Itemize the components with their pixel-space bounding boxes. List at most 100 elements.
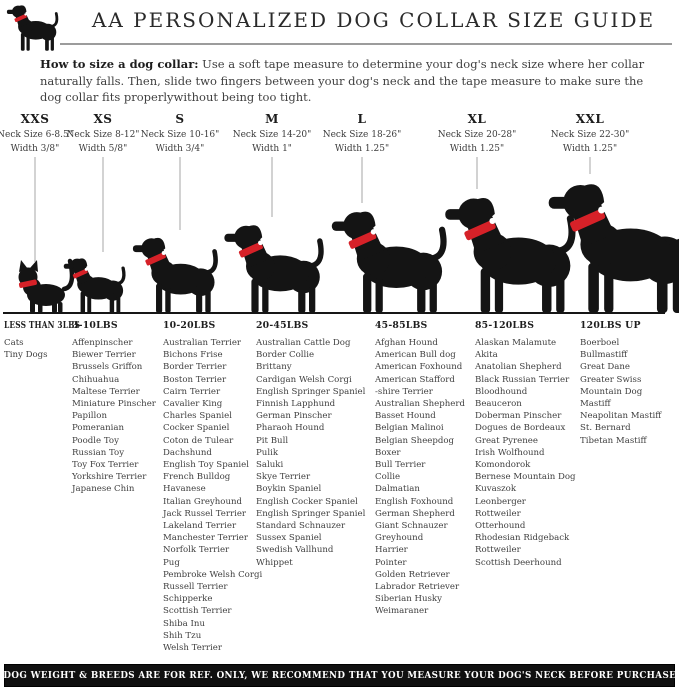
breed-item: Papillon: [72, 411, 107, 422]
breed-item: English Springer Spaniel: [256, 386, 366, 397]
breed-item: Saluki: [256, 460, 284, 471]
size-label: XL: [467, 112, 487, 126]
breed-item: Coton de Tulear: [163, 435, 234, 446]
brand-dog-logo-icon: [6, 3, 59, 52]
weight-group-label: 120LBS UP: [580, 320, 641, 331]
breed-item: Great Pyrenee: [475, 435, 538, 446]
weight-group-label: 45-85LBS: [375, 320, 428, 331]
size-column: XXL Neck Size 22-30" Width 1.25": [535, 112, 645, 154]
breed-item: Siberian Husky: [375, 594, 442, 605]
breed-item: Mastiff: [580, 399, 611, 410]
breed-item: Bull Terrier: [375, 460, 426, 471]
breed-item: Cardigan Welsh Corgi: [256, 374, 352, 385]
breed-item: Pomeranian: [72, 423, 125, 434]
breed-item: Miniature Pinscher: [72, 399, 156, 410]
size-label: XXL: [575, 112, 605, 126]
breed-column-3-10lbs: 3-10LBS Affenpinscher Biewer Terrier Bruss…: [72, 320, 160, 496]
size-column: S Neck Size 10-16" Width 3/4": [125, 112, 235, 154]
size-column: L Neck Size 18-26" Width 1.25": [307, 112, 417, 154]
size-neck-range: Neck Size 18-26": [322, 130, 402, 140]
breed-item: Skye Terrier: [256, 472, 311, 483]
breed-item: American Bull dog: [375, 350, 456, 361]
breed-item: Shih Tzu: [163, 630, 202, 641]
breed-item: Tibetan Mastiff: [580, 435, 647, 446]
breed-item: Standard Schnauzer: [256, 521, 346, 532]
breed-item: Doberman Pinscher: [475, 411, 562, 422]
breed-item: Yorkshire Terrier: [72, 472, 147, 483]
breed-item: Afghan Hound: [375, 338, 438, 348]
breed-item: Neapolitan Mastiff: [580, 411, 662, 422]
size-label: S: [175, 112, 185, 126]
breed-item: Border Terrier: [163, 362, 227, 373]
disclaimer-text: DOG WEIGHT & BREEDS ARE FOR REF. ONLY, W…: [3, 670, 676, 681]
breed-lists: LESS THAN 3LBS Cats Tiny Dogs 3-10LBS Aff…: [0, 320, 679, 660]
breed-item: English Springer Spaniel: [256, 508, 366, 519]
size-column: XS Neck Size 8-12" Width 5/8": [48, 112, 158, 154]
breed-item: St. Bernard: [580, 423, 631, 434]
weight-group-label: 10-20LBS: [163, 320, 216, 331]
breed-item: Irish Wolfhound: [475, 447, 545, 458]
size-collar-width: Width 1.25": [562, 144, 618, 154]
breed-item: Scottish Terrier: [163, 606, 232, 617]
breed-item: Brittany: [256, 362, 292, 373]
size-collar-width: Width 1.25": [449, 144, 505, 154]
size-collar-width: Width 1": [252, 144, 292, 154]
breed-item: Mountain Dog: [580, 386, 643, 397]
breed-item: Otterhound: [475, 521, 526, 532]
breed-item: Cocker Spaniel: [163, 423, 230, 434]
breed-item: Dogues de Bordeaux: [475, 423, 566, 434]
weight-group-label: 20-45LBS: [256, 320, 309, 331]
breed-item: Tiny Dogs: [4, 350, 48, 361]
size-neck-range: Neck Size 8-12": [66, 130, 140, 140]
breed-item: Labrador Retriever: [375, 582, 460, 593]
breed-item: Golden Retriever: [375, 569, 450, 580]
size-neck-range: Neck Size 10-16": [140, 130, 220, 140]
breed-item: Boxer: [375, 447, 401, 458]
breed-item: Bullmastiff: [580, 350, 628, 361]
breed-item: Whippet: [256, 557, 293, 568]
breed-item: Italian Greyhound: [163, 496, 243, 507]
breed-item: Harrier: [375, 545, 408, 556]
breed-item: Affenpinscher: [72, 338, 133, 348]
dog-silhouette-s: [133, 238, 216, 313]
breed-column-85-120lbs: 85-120LBS Alaskan Malamute Akita Anatolian…: [475, 320, 579, 569]
size-neck-range: Neck Size 22-30": [550, 130, 630, 140]
breed-column-45-85lbs: 45-85LBS Afghan Hound American Bull dog Am…: [375, 320, 474, 618]
breed-item: Pointer: [375, 557, 407, 568]
dog-size-diagram: [3, 157, 679, 318]
title-divider: [60, 43, 672, 45]
breed-item: Great Dane: [580, 362, 631, 373]
breed-column-20-45lbs: 20-45LBS Australian Cattle Dog Border Col…: [256, 320, 372, 569]
dog-silhouette-l: [332, 212, 444, 313]
breed-item: Boston Terrier: [163, 374, 227, 385]
breed-item: English Foxhound: [375, 496, 454, 507]
breed-item: Alaskan Malamute: [475, 338, 557, 348]
size-neck-range: Neck Size 6-8.5": [0, 130, 73, 140]
breed-item: Cats: [4, 338, 24, 348]
sizing-instructions-lead: How to size a dog collar:: [40, 57, 199, 71]
breed-item: Russell Terrier: [163, 582, 228, 593]
breed-item: Pembroke Welsh Corgi: [163, 569, 263, 580]
size-column: XXS Neck Size 6-8.5" Width 3/8": [0, 112, 90, 154]
breed-item: Kuvaszok: [475, 484, 517, 495]
breed-item: American Foxhound: [375, 362, 463, 373]
breed-item: Greyhound: [375, 533, 424, 544]
breed-item: Leonberger: [475, 496, 526, 507]
weight-group-label: 85-120LBS: [475, 320, 535, 331]
dog-silhouette-xs: [62, 256, 126, 315]
breed-item: Chihuahua: [72, 374, 120, 385]
breed-item: Akita: [475, 350, 498, 361]
breed-item: Black Russian Terrier: [475, 374, 570, 385]
breed-item: Dachshund: [163, 447, 212, 458]
size-collar-width: Width 3/8": [10, 144, 60, 154]
disclaimer-bar: DOG WEIGHT & BREEDS ARE FOR REF. ONLY, W…: [3, 664, 676, 687]
size-collar-width: Width 3/4": [155, 144, 205, 154]
breed-item: Havanese: [163, 484, 206, 495]
size-label: L: [357, 112, 367, 126]
breed-item: Sussex Spaniel: [256, 533, 322, 544]
breed-item: Boerboel: [580, 338, 620, 348]
breed-item: Poodle Toy: [72, 435, 119, 446]
breed-item: German Pinscher: [256, 411, 332, 422]
breed-item: Australian Terrier: [163, 338, 242, 348]
